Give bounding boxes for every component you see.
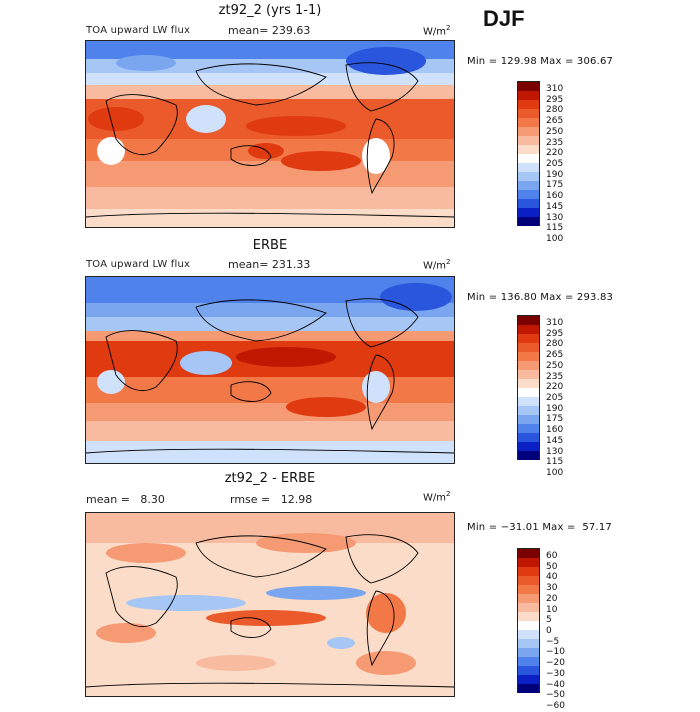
panel1-mean-label: mean= <box>228 24 269 37</box>
panel2-units: W/m2 <box>423 258 451 272</box>
panel2-map-field <box>86 277 454 463</box>
panel3-minmax: Min = −31.01 Max = 57.17 <box>467 522 612 533</box>
panel2-colorbar <box>517 315 540 460</box>
panel1-colorbar <box>517 81 540 226</box>
panel3-rmse-value: 12.98 <box>280 493 313 506</box>
panel1-map-field <box>86 41 454 227</box>
panel3-mean-label: mean = <box>86 493 130 506</box>
panel2-colorbar-labels: 310 295 280 265 250 235 220 205 190 175 160 145 130 1… <box>546 318 564 479</box>
panel2-title: ERBE <box>252 238 288 253</box>
panel3-mean: mean = 8.30 <box>86 493 165 506</box>
panel2-variable: TOA upward LW flux <box>86 259 191 270</box>
panel2-mean-value: 231.33 <box>271 258 311 271</box>
panel1-minmax: Min = 129.98 Max = 306.67 <box>467 56 614 67</box>
panel3-mean-value: 8.30 <box>140 493 165 506</box>
panel3-colorbar-labels: 60 50 40 30 20 10 5 0 −5 −10 −20 −30 −40 −50 −60 <box>546 551 565 712</box>
panel1-variable: TOA upward LW flux <box>86 25 191 36</box>
panel3-rmse: rmse = 12.98 <box>230 493 312 506</box>
panel1-mean: mean= 239.63 <box>228 24 310 37</box>
panel2-minmax: Min = 136.80 Max = 293.83 <box>467 292 614 303</box>
panel3-units: W/m2 <box>423 490 451 504</box>
panel1-units: W/m2 <box>423 24 451 38</box>
panel3-colorbar <box>517 548 540 693</box>
panel2-mean-label: mean= <box>228 258 269 271</box>
panel1-mean-value: 239.63 <box>271 24 311 37</box>
panel2-map <box>85 276 455 464</box>
panel1-title: zt92_2 (yrs 1-1) <box>218 3 322 18</box>
panel3-map <box>85 512 455 697</box>
panel1-map <box>85 40 455 228</box>
panel3-map-field <box>86 513 454 696</box>
season-label: DJF <box>483 6 525 31</box>
panel2-mean: mean= 231.33 <box>228 258 310 271</box>
panel3-title: zt92_2 - ERBE <box>224 471 316 486</box>
panel3-rmse-label: rmse = <box>230 493 271 506</box>
panel1-colorbar-labels: 310 295 280 265 250 235 220 205 190 175 160 145 130 1… <box>546 84 564 245</box>
